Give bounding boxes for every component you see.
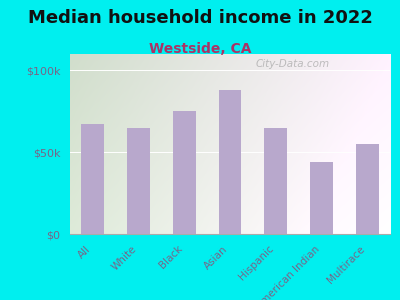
Text: Median household income in 2022: Median household income in 2022 bbox=[28, 9, 372, 27]
Text: Westside, CA: Westside, CA bbox=[149, 42, 251, 56]
Bar bbox=[218, 90, 242, 234]
Bar bbox=[356, 144, 378, 234]
Bar bbox=[82, 124, 104, 234]
Bar bbox=[173, 111, 196, 234]
Bar bbox=[310, 162, 333, 234]
Bar bbox=[127, 128, 150, 234]
Bar bbox=[264, 128, 287, 234]
Text: City-Data.com: City-Data.com bbox=[256, 59, 330, 69]
